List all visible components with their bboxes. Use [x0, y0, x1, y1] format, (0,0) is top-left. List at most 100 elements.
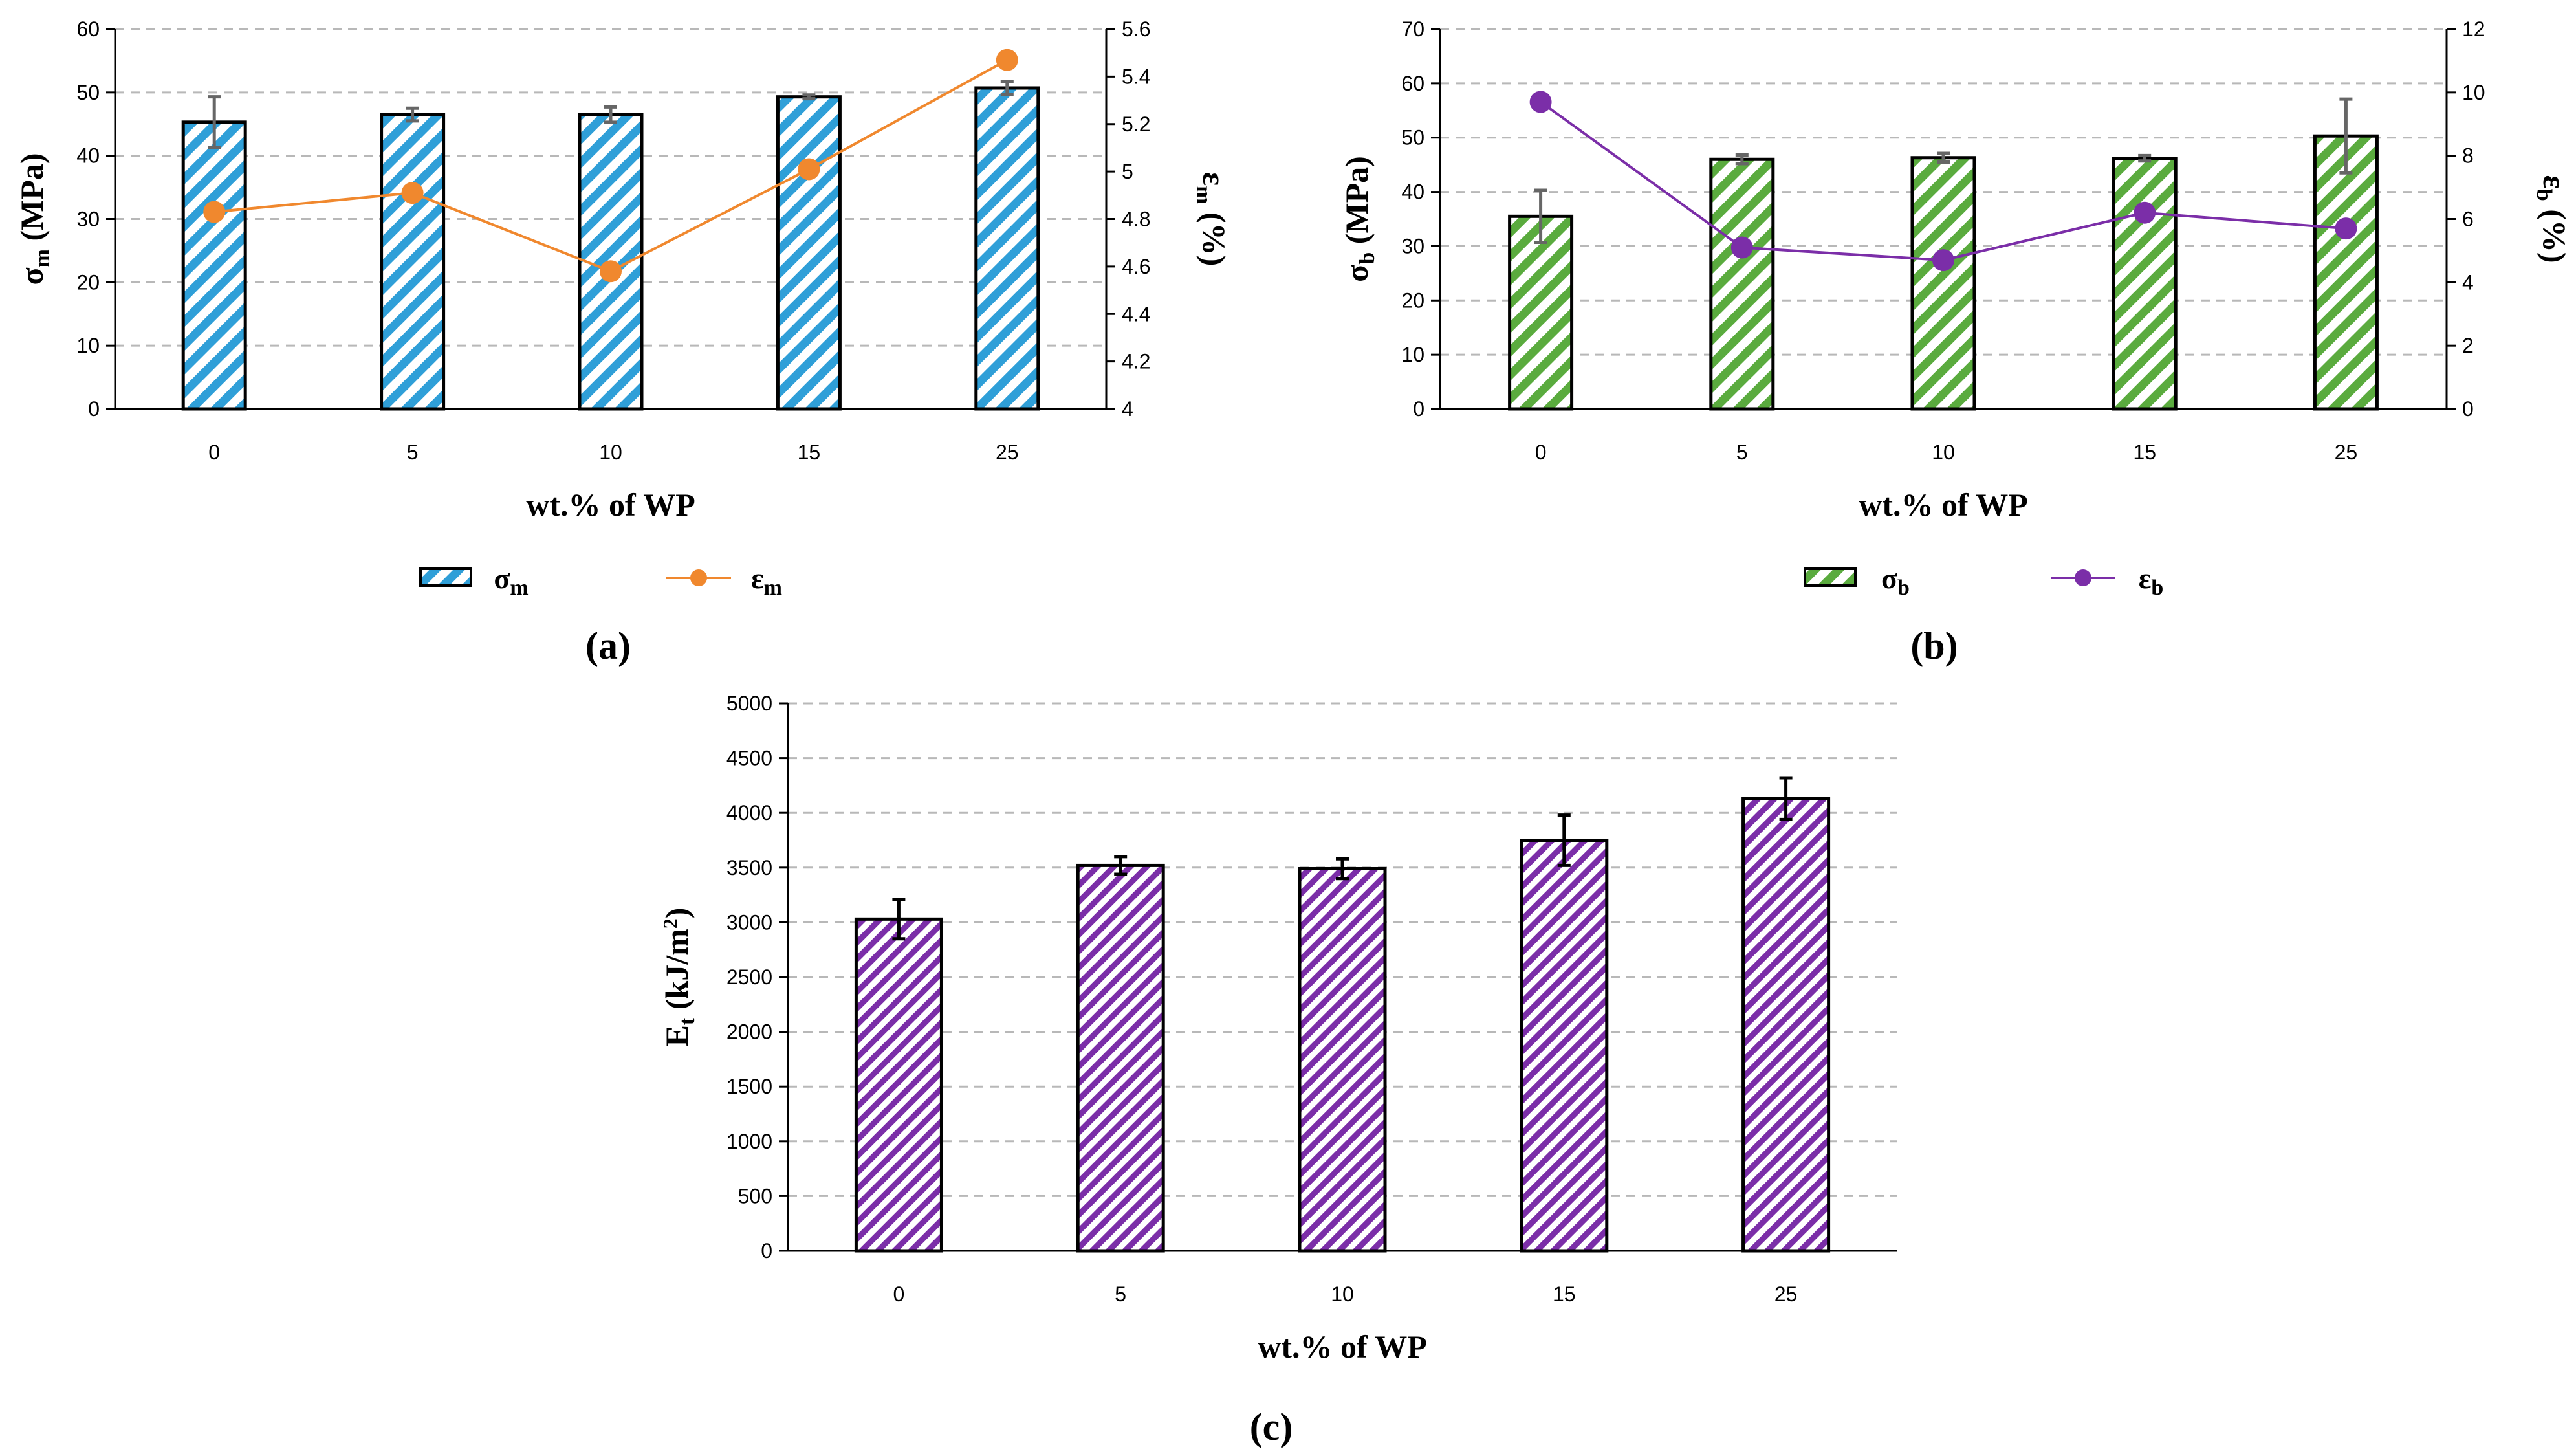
x-tick-label: 5 — [407, 441, 419, 464]
x-axis-label: wt.% of WP — [1859, 487, 2028, 523]
legend-label-bar-symbol: σ — [1881, 562, 1897, 595]
y-tick-label: 10 — [76, 334, 100, 357]
y-axis-label-left-end: ) — [659, 908, 695, 919]
y2-tick-label: 12 — [2462, 17, 2485, 41]
line-point — [2335, 217, 2357, 240]
y-tick-label: 0 — [1413, 397, 1424, 421]
bar — [1741, 797, 1831, 1253]
panel-label: (c) — [1250, 1405, 1293, 1448]
y-tick-label: 5000 — [726, 692, 772, 715]
bar — [380, 113, 446, 411]
legend-label-line: εm — [751, 562, 782, 600]
bar — [974, 86, 1040, 411]
y-tick-label: 1500 — [726, 1075, 772, 1098]
y-tick-label: 60 — [1401, 72, 1424, 95]
legend-swatch-bar — [419, 567, 472, 587]
line-point — [1730, 236, 1753, 259]
x-axis-label: wt.% of WP — [526, 487, 695, 523]
y2-tick-label: 5.4 — [1122, 65, 1150, 88]
bar — [854, 917, 943, 1253]
y-tick-label: 1000 — [726, 1130, 772, 1153]
legend-label-bar-subscript: b — [1897, 576, 1910, 600]
bar — [1076, 863, 1165, 1253]
y2-tick-label: 0 — [2462, 397, 2474, 421]
bar — [776, 95, 842, 411]
x-tick-label: 0 — [208, 441, 220, 464]
x-tick-label: 0 — [1535, 441, 1547, 464]
y-axis-label-left-subscript: m — [30, 249, 54, 267]
legend-label-line-symbol: ε — [2139, 562, 2152, 595]
y2-tick-label: 4.8 — [1122, 208, 1150, 231]
y-tick-label: 70 — [1401, 17, 1424, 41]
y-tick-label: 2000 — [726, 1020, 772, 1044]
y2-tick-label: 4.4 — [1122, 302, 1150, 325]
y-tick-label: 3500 — [726, 856, 772, 879]
x-tick-label: 15 — [1553, 1283, 1576, 1306]
bar — [2112, 157, 2178, 411]
y-tick-label: 20 — [1401, 289, 1424, 312]
bar — [1520, 839, 1609, 1253]
y-axis-label-right-subscript: m — [1192, 186, 1216, 204]
y-tick-label: 2500 — [726, 965, 772, 989]
y2-tick-label: 4 — [1122, 397, 1133, 421]
y2-tick-label: 5.2 — [1122, 113, 1150, 136]
y-tick-label: 3000 — [726, 910, 772, 934]
y2-tick-label: 4.6 — [1122, 255, 1150, 278]
x-tick-label: 10 — [599, 441, 622, 464]
legend-label-bar-symbol: σ — [494, 562, 510, 595]
x-tick-label: 25 — [996, 441, 1019, 464]
y2-tick-label: 10 — [2462, 81, 2485, 104]
y-axis-label-right-symbol: ε — [1196, 172, 1232, 186]
y-axis-label-left-subscript: t — [675, 1017, 699, 1025]
line-point — [1529, 91, 1552, 113]
y-tick-label: 50 — [1401, 126, 1424, 149]
legend-label-line-symbol: ε — [751, 562, 764, 595]
y-axis-label-left-text: (MPa) — [1338, 156, 1375, 252]
y-axis-label-left-subscript: b — [1355, 252, 1379, 265]
y2-tick-label: 8 — [2462, 144, 2474, 168]
bar — [1910, 156, 1976, 411]
x-tick-label: 5 — [1736, 441, 1748, 464]
y-axis-label-left-text: (kJ/m — [659, 929, 695, 1018]
line-point — [1932, 249, 1954, 272]
legend-label-bar: σm — [494, 562, 528, 600]
bar — [1298, 866, 1387, 1253]
y-tick-label: 40 — [76, 144, 100, 168]
y2-tick-label: 6 — [2462, 208, 2474, 231]
x-tick-label: 25 — [2335, 441, 2358, 464]
legend-label-line: εb — [2139, 562, 2164, 600]
y2-tick-label: 4.2 — [1122, 350, 1150, 373]
y-axis-label-left-symbol: σ — [1338, 265, 1375, 282]
x-tick-label: 10 — [1331, 1283, 1354, 1306]
y-axis-label-left-symbol: E — [659, 1025, 695, 1046]
line-point — [996, 49, 1018, 71]
x-tick-label: 0 — [893, 1283, 905, 1306]
y-tick-label: 500 — [738, 1184, 772, 1207]
x-tick-label: 25 — [1774, 1283, 1798, 1306]
y-axis-label-left: Et (kJ/m2) — [659, 908, 699, 1047]
y-tick-label: 50 — [76, 81, 100, 104]
x-tick-label: 15 — [798, 441, 821, 464]
legend-swatch-bar — [1804, 567, 1857, 587]
y-tick-label: 30 — [76, 208, 100, 231]
bar — [2313, 134, 2379, 411]
line-point — [203, 201, 226, 223]
bar — [1709, 157, 1775, 411]
y-axis-label-right: εb (%) — [2532, 175, 2573, 263]
bar — [181, 120, 247, 411]
y-tick-label: 40 — [1401, 181, 1424, 204]
y-tick-label: 0 — [761, 1239, 772, 1262]
y-axis-label-left-superscript: 2 — [659, 918, 682, 929]
y-tick-label: 60 — [76, 17, 100, 41]
line-point — [600, 260, 622, 283]
y-axis-label-left-text: (MPa) — [14, 153, 50, 249]
panel-label: (a) — [585, 624, 631, 667]
y-tick-label: 20 — [76, 270, 100, 294]
y-axis-label-right-subscript: b — [2532, 189, 2556, 201]
y-axis-label-right-text: (%) — [2537, 201, 2573, 263]
panel-label: (b) — [1910, 624, 1958, 667]
y2-tick-label: 2 — [2462, 334, 2474, 357]
